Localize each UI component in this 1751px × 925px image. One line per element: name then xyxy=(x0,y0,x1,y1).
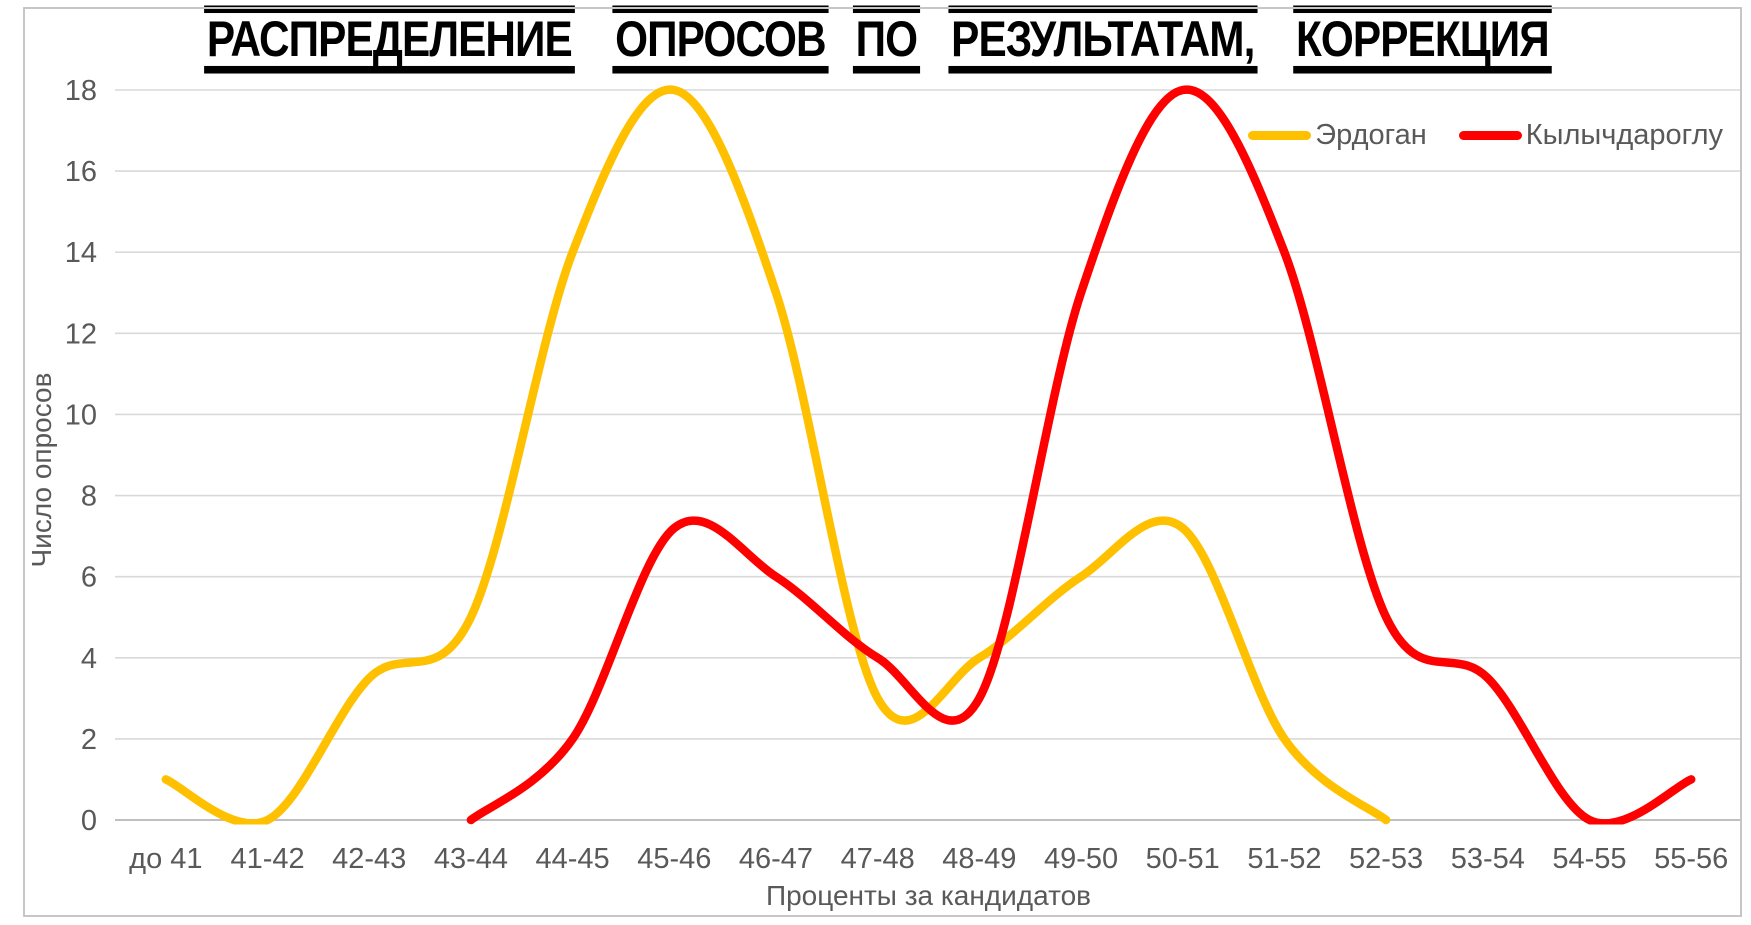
y-tick-label: 14 xyxy=(65,237,97,269)
x-tick-label: 51-52 xyxy=(1247,843,1321,875)
x-tick-label: 55-56 xyxy=(1654,843,1728,875)
series-line-1 xyxy=(466,85,1696,825)
x-tick-label: 49-50 xyxy=(1044,843,1118,875)
y-tick-label: 12 xyxy=(65,318,97,350)
y-tick-label: 0 xyxy=(81,805,97,837)
y-axis-tick-labels: 0 2 4 6 8 10 12 14 16 18 xyxy=(65,75,97,837)
title-word: ОПРОСОВ xyxy=(612,5,829,74)
y-tick-label: 18 xyxy=(65,75,97,107)
legend: Эрдоган Кылычдароглу xyxy=(1248,119,1723,152)
x-tick-label: 42-43 xyxy=(332,843,406,875)
legend-line-swatch-erdogan xyxy=(1248,131,1312,140)
x-axis-tick-labels: до 41 41-42 42-43 43-44 44-45 45-46 46-47 47-48… xyxy=(129,843,1728,875)
title-word: ПО xyxy=(852,5,920,74)
title-word: РАСПРЕДЕЛЕНИЕ xyxy=(204,5,575,74)
x-tick-label: 54-55 xyxy=(1552,843,1626,875)
title-word: РЕЗУЛЬТАТАМ, xyxy=(947,5,1257,74)
x-tick-label: 41-42 xyxy=(230,843,304,875)
y-axis-title: Число опросов xyxy=(26,372,57,568)
y-tick-label: 4 xyxy=(81,643,97,675)
y-tick-label: 6 xyxy=(81,562,97,594)
x-tick-label: 50-51 xyxy=(1146,843,1220,875)
x-tick-label: 53-54 xyxy=(1451,843,1525,875)
x-axis-title: Проценты за кандидатов xyxy=(765,880,1092,911)
gridlines xyxy=(115,89,1742,821)
legend-label-kilicdaroglu: Кылычдароглу xyxy=(1525,119,1723,151)
x-tick-label: 47-48 xyxy=(841,843,915,875)
x-tick-label: 43-44 xyxy=(434,843,508,875)
x-tick-label: 52-53 xyxy=(1349,843,1423,875)
x-tick-label: 48-49 xyxy=(942,843,1016,875)
series-lines xyxy=(161,85,1696,825)
x-tick-label: до 41 xyxy=(129,843,202,875)
x-tick-label: 44-45 xyxy=(536,843,610,875)
y-tick-label: 2 xyxy=(81,724,97,756)
chart-title: РАСПРЕДЕЛЕНИЕ ОПРОСОВ ПО РЕЗУЛЬТАТАМ, КОРРЕК… xyxy=(0,5,1751,74)
series-line-0 xyxy=(161,85,1391,825)
legend-line-swatch-kilicdaroglu xyxy=(1458,131,1522,140)
y-tick-label: 16 xyxy=(65,156,97,188)
title-word: КОРРЕКЦИЯ xyxy=(1293,5,1552,74)
legend-item-erdogan: Эрдоган xyxy=(1248,119,1427,152)
legend-item-kilicdaroglu: Кылычдароглу xyxy=(1458,119,1723,152)
x-tick-label: 46-47 xyxy=(739,843,813,875)
y-tick-label: 10 xyxy=(65,399,97,431)
x-tick-label: 45-46 xyxy=(637,843,711,875)
y-tick-label: 8 xyxy=(81,481,97,513)
legend-label-erdogan: Эрдоган xyxy=(1315,119,1427,151)
